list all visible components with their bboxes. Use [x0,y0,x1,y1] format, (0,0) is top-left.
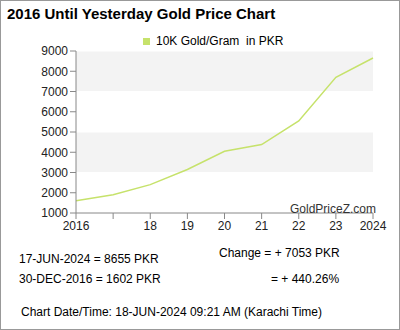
svg-text:23: 23 [329,219,343,233]
html-text:Change = + 7053 PKR: Change = + 7053 PKR [219,246,340,260]
html-text:Chart Date/Time: 18-JUN-2024 0: Chart Date/Time: 18-JUN-2024 09:21 AM (K… [21,305,322,319]
html-text:17-JUN-2024 = 8655 PKR: 17-JUN-2024 = 8655 PKR [19,252,159,266]
svg-text:8000: 8000 [41,65,68,79]
svg-text:18: 18 [144,219,158,233]
svg-text:4000: 4000 [41,146,68,160]
svg-text:1000: 1000 [41,206,68,220]
svg-text:2024: 2024 [360,219,387,233]
svg-text:20: 20 [218,219,232,233]
html-text:10K Gold/Gram in PKR: 10K Gold/Gram in PKR [156,34,284,48]
html-text:= + 440.26%: = + 440.26% [271,272,340,286]
svg-text:3000: 3000 [41,166,68,180]
html-text:2016 Until Yesterday Gold Pric: 2016 Until Yesterday Gold Price Chart [7,5,276,22]
svg-text:9000: 9000 [41,44,68,58]
svg-text:22: 22 [292,219,306,233]
html-text:GoldPriceZ.com: GoldPriceZ.com [290,202,376,216]
html-text:30-DEC-2016 = 1602 PKR: 30-DEC-2016 = 1602 PKR [19,272,161,286]
svg-text:19: 19 [181,219,195,233]
svg-text:5000: 5000 [41,125,68,139]
svg-text:2000: 2000 [41,186,68,200]
svg-text:21: 21 [255,219,269,233]
svg-text:2016: 2016 [63,219,90,233]
svg-text:7000: 7000 [41,85,68,99]
svg-text:6000: 6000 [41,105,68,119]
